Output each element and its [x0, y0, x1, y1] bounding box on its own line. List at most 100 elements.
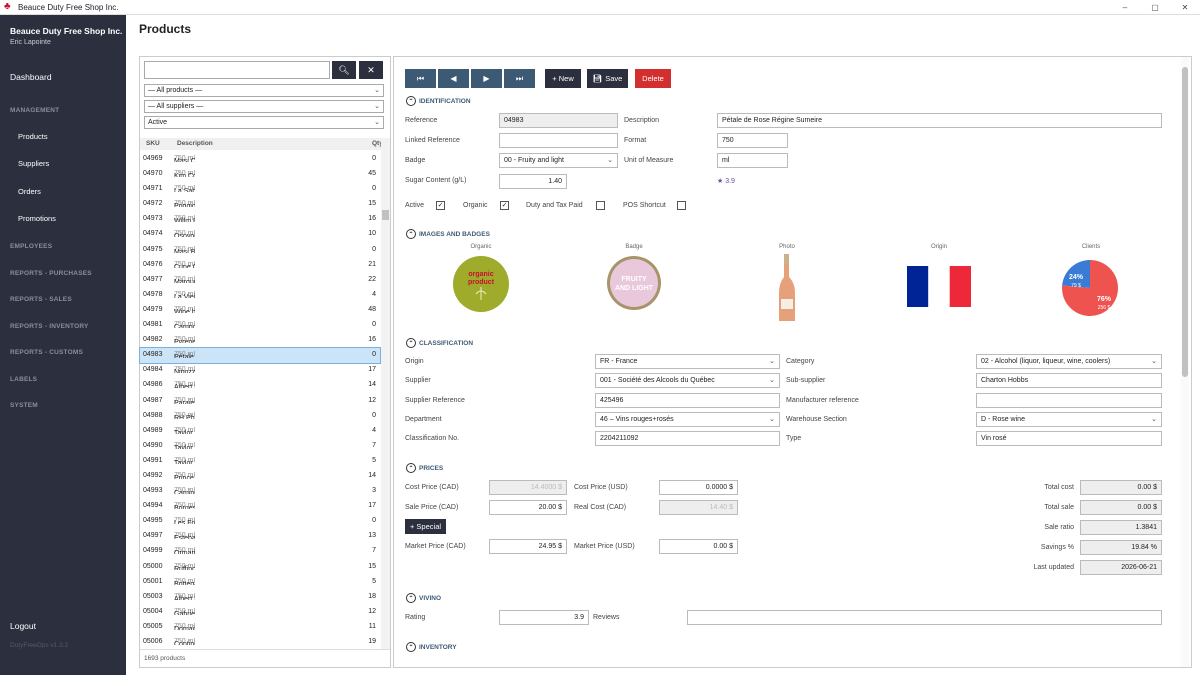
reference-field[interactable]: 04983: [499, 113, 618, 128]
section-identification[interactable]: ⌃ IDENTIFICATION: [406, 96, 471, 106]
close-window-button[interactable]: ✕: [1181, 3, 1189, 12]
pos-checkbox[interactable]: [677, 201, 686, 210]
table-row[interactable]: 04995 Les Fossiles Bourgogne Aligoté 750 …: [140, 514, 380, 529]
suppliers-filter-select[interactable]: — All suppliers — ⌄: [144, 100, 384, 113]
section-images[interactable]: ⌃ IMAGES AND BADGES: [406, 229, 490, 239]
nav-promotions[interactable]: Promotions: [18, 214, 56, 223]
fruity-light-badge-image[interactable]: FRUITY AND LIGHT: [605, 254, 663, 312]
sugar-field[interactable]: 1.40: [499, 174, 567, 189]
clear-search-button[interactable]: ✕: [359, 61, 383, 79]
table-row[interactable]: 04991 Taylor Fladgate 10 ans Porto 750 ml…: [140, 454, 380, 469]
nav-suppliers[interactable]: Suppliers: [18, 159, 50, 168]
sale-cad-field[interactable]: 20.00 $: [489, 500, 567, 515]
table-row[interactable]: 05001 Bottega Petalo Il Vino Dell'Amore 7…: [140, 575, 380, 590]
warehouse-select[interactable]: D - Rose wine ⌄: [976, 412, 1162, 427]
nav-section-employees[interactable]: EMPLOYEES: [10, 243, 53, 250]
table-row[interactable]: 04988 RH Phillips Cabernet-Sauvignon 750 …: [140, 409, 380, 424]
table-row[interactable]: 04975 Masi Bonacosta Valpolicella 750 ml 0: [140, 243, 380, 258]
origin-select[interactable]: FR - France ⌄: [595, 354, 780, 369]
table-row[interactable]: 04992 Prince Philippe Bourgogne Aligoté 7…: [140, 469, 380, 484]
organic-checkbox[interactable]: ✓: [500, 201, 509, 210]
table-row[interactable]: 04993 Camino del Puerto Verdejo 750 ml 3: [140, 484, 380, 499]
nav-dashboard[interactable]: Dashboard: [10, 72, 52, 82]
table-row[interactable]: 04974 Osoyoos Larose Le Grand Vin 750 ml 1…: [140, 227, 380, 242]
last-record-button[interactable]: ⏭: [504, 69, 535, 88]
table-row[interactable]: 04978 La Vieille Ferme 750 ml 4: [140, 288, 380, 303]
table-row[interactable]: 04983 Pétale de Rose Régine Sumeire 750 m…: [139, 347, 381, 365]
table-row[interactable]: 04972 Poggiotondo Chianti 750 ml 15: [140, 197, 380, 212]
search-input[interactable]: [144, 61, 330, 79]
table-row[interactable]: 04989 Taylor Fladgate 20 ans Porto 750 ml…: [140, 424, 380, 439]
products-filter-select[interactable]: — All products — ⌄: [144, 84, 384, 97]
delete-button[interactable]: Delete: [635, 69, 671, 88]
market-usd-field[interactable]: 0.00 $: [659, 539, 738, 554]
table-row[interactable]: 04997 Esteban Martin Carinena Reserva 750…: [140, 529, 380, 544]
table-row[interactable]: 04994 Borges Quinta de Simaens Vinho Verd…: [140, 499, 380, 514]
clients-pie-chart[interactable]: 24% 79 $ 76% 256 $: [1061, 259, 1119, 317]
france-flag-image[interactable]: [907, 266, 971, 307]
category-select[interactable]: 02 - Alcohol (liquor, liqueur, wine, coo…: [976, 354, 1162, 369]
nav-section-reports-sales[interactable]: REPORTS - SALES: [10, 296, 72, 303]
table-row[interactable]: 04976 Cune Gran Reserva 750 ml 21: [140, 258, 380, 273]
market-cad-field[interactable]: 24.95 $: [489, 539, 567, 554]
table-row[interactable]: 04986 Albert Bichot Pinot Noir Vieilles V…: [140, 378, 380, 393]
table-row[interactable]: 04977 Marqués De Riscal Reserva 750 ml 22: [140, 273, 380, 288]
table-row[interactable]: 05003 Albert Bichot Bourgogne Aligoté 750…: [140, 590, 380, 605]
nav-section-management[interactable]: MANAGEMENT: [10, 107, 60, 114]
save-button[interactable]: 💾︎ Save: [587, 69, 628, 88]
section-classification[interactable]: ⌃ CLASSIFICATION: [406, 338, 473, 348]
nav-products[interactable]: Products: [18, 132, 48, 141]
nav-section-labels[interactable]: LABELS: [10, 376, 38, 383]
nav-section-reports-purchases[interactable]: REPORTS - PURCHASES: [10, 270, 92, 277]
col-description[interactable]: Description: [177, 140, 213, 147]
prev-record-button[interactable]: ◀: [438, 69, 469, 88]
vivino-rating-field[interactable]: 3.9: [499, 610, 589, 625]
nav-section-reports-customs[interactable]: REPORTS - CUSTOMS: [10, 349, 83, 356]
supplier-select[interactable]: 001 - Société des Alcools du Québec ⌄: [595, 373, 780, 388]
vivino-reviews-field[interactable]: [687, 610, 1162, 625]
product-photo-bottle[interactable]: [777, 253, 797, 323]
logout-link[interactable]: Logout: [10, 621, 36, 631]
nav-section-system[interactable]: SYSTEM: [10, 402, 38, 409]
organic-badge-image[interactable]: organic product: [451, 254, 511, 314]
table-row[interactable]: 04990 Taylor Fladgate LBV Porto 750 ml 7: [140, 439, 380, 454]
first-record-button[interactable]: ⏮: [405, 69, 436, 88]
table-row[interactable]: 05004 Gabriel Meffre Côtes du Rhône 750 m…: [140, 605, 380, 620]
table-row[interactable]: 04970 Kim Crawford Pinot Grigio 750 ml 45: [140, 167, 380, 182]
section-inventory[interactable]: ⌃ INVENTORY: [406, 642, 457, 652]
table-row[interactable]: 04982 Pyrène Cuvée Marine 750 ml 16: [140, 333, 380, 348]
supplier-reference-field[interactable]: 425496: [595, 393, 780, 408]
nav-section-reports-inventory[interactable]: REPORTS - INVENTORY: [10, 323, 89, 330]
table-row[interactable]: 05005 Domaine du Tariquet Sauvignon Blanc…: [140, 620, 380, 635]
add-special-button[interactable]: + Special: [405, 519, 446, 534]
search-button[interactable]: 🔍︎: [332, 61, 356, 79]
pie-slice-0[interactable]: [1062, 260, 1090, 288]
active-checkbox[interactable]: ✓: [436, 201, 445, 210]
manufacturer-reference-field[interactable]: [976, 393, 1162, 408]
uom-field[interactable]: ml: [717, 153, 788, 168]
detail-scrollbar[interactable]: [1181, 57, 1189, 667]
scrollbar-thumb[interactable]: [382, 210, 389, 220]
table-row[interactable]: 04981 Campo Viejo Rioja Tempranillo 750 m…: [140, 318, 380, 333]
type-field[interactable]: Vin rosé: [976, 431, 1162, 446]
table-row[interactable]: 04999 Ormarine Picpoul de Pinet 750 ml 7: [140, 544, 380, 559]
table-row[interactable]: 05006 Contino Reserva Rioja 750 ml 19: [140, 635, 380, 650]
table-row[interactable]: 04971 La Sablette Muscadet 750 ml 0: [140, 182, 380, 197]
table-row[interactable]: 04969 Masi Campofiorin Rosso del Veronese…: [140, 152, 380, 167]
section-vivino[interactable]: ⌃ VIVINO: [406, 593, 441, 603]
description-field[interactable]: Pétale de Rose Régine Sumeire: [717, 113, 1162, 128]
table-row[interactable]: 04979 Wine by Nature Sauvignon Blanc 750 …: [140, 303, 380, 318]
status-filter-select[interactable]: Active ⌄: [144, 116, 384, 129]
cost-cad-field[interactable]: 14.4000 $: [489, 480, 567, 495]
cost-usd-field[interactable]: 0.0000 $: [659, 480, 738, 495]
subsupplier-field[interactable]: Charton Hobbs: [976, 373, 1162, 388]
linked-reference-field[interactable]: [499, 133, 618, 148]
classification-no-field[interactable]: 2204211092: [595, 431, 780, 446]
list-scrollbar[interactable]: [381, 138, 390, 650]
pie-slice-1[interactable]: [1062, 260, 1118, 316]
real-cost-field[interactable]: 14.40 $: [659, 500, 738, 515]
detail-scrollbar-thumb[interactable]: [1182, 67, 1188, 377]
section-prices[interactable]: ⌃ PRICES: [406, 463, 443, 473]
maximize-button[interactable]: ▢: [1151, 3, 1159, 12]
col-sku[interactable]: SKU: [146, 140, 160, 147]
